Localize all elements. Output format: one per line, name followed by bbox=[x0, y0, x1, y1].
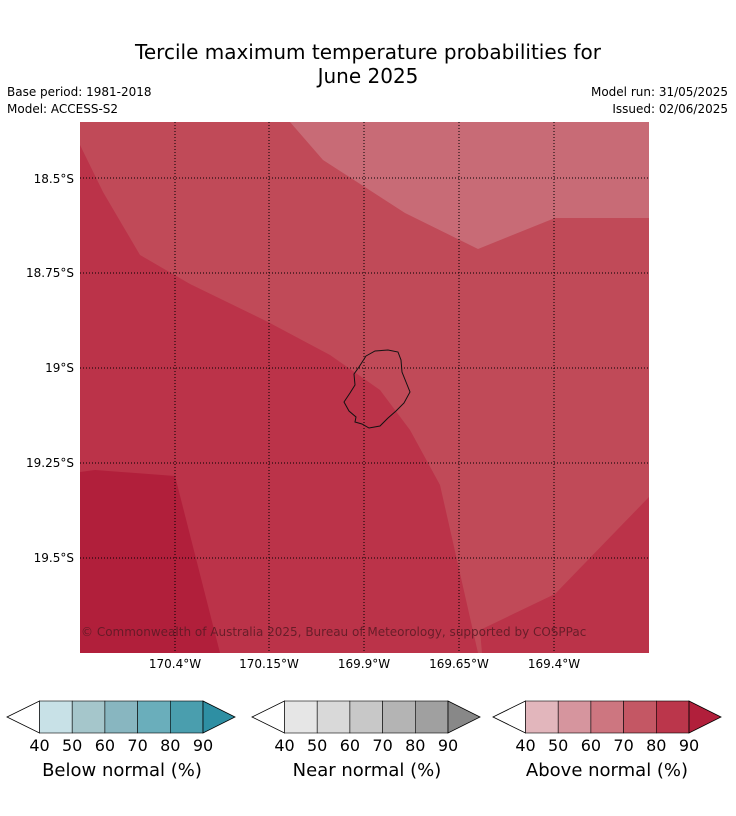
colorbar-tick-label: 50 bbox=[307, 736, 328, 755]
colorbar-tick-label: 70 bbox=[613, 736, 634, 755]
colorbar-tick-label: 70 bbox=[372, 736, 393, 755]
map-region-80-90-southeast bbox=[480, 497, 649, 653]
graticule bbox=[80, 122, 649, 653]
colorbar-extend-high bbox=[202, 700, 236, 734]
issued-date: Issued: 02/06/2025 bbox=[612, 102, 728, 116]
colorbar-tick-label: 60 bbox=[580, 736, 602, 755]
map-title-line2: June 2025 bbox=[317, 64, 419, 88]
colorbar-extend-low bbox=[6, 700, 40, 734]
copyright-notice: © Commonwealth of Australia 2025, Bureau… bbox=[81, 625, 587, 639]
colorbar-tick-label: 50 bbox=[62, 736, 83, 755]
colorbar-segment bbox=[590, 700, 624, 734]
lon-label-169-65: 169.65°W bbox=[429, 657, 489, 671]
colorbar-segment bbox=[170, 700, 204, 734]
colorbar-segment bbox=[415, 700, 449, 734]
colorbar-segment bbox=[382, 700, 416, 734]
colorbar-tick-label: 40 bbox=[515, 736, 536, 755]
near-normal-colorbar bbox=[251, 700, 481, 734]
colorbar-segment bbox=[557, 700, 592, 734]
colorbar-segment bbox=[349, 700, 383, 734]
colorbar-segment bbox=[104, 700, 138, 734]
lat-label-18-5: 18.5°S bbox=[33, 172, 74, 186]
colorbar-tick-label: 80 bbox=[405, 736, 426, 755]
colorbar-tick-label: 90 bbox=[437, 736, 459, 755]
above-normal-label: Above normal (%) bbox=[525, 760, 689, 781]
colorbar-extend-low bbox=[492, 700, 526, 734]
colorbar-segment bbox=[71, 700, 106, 734]
map-title-line1: Tercile maximum temperature probabilitie… bbox=[135, 40, 601, 64]
colorbar-extend-low bbox=[251, 700, 285, 734]
lat-label-19: 19°S bbox=[45, 361, 74, 375]
colorbar-tick-label: 60 bbox=[94, 736, 116, 755]
colorbar-tick-label: 80 bbox=[646, 736, 667, 755]
near-normal-label: Near normal (%) bbox=[292, 760, 442, 781]
lat-label-18-75: 18.75°S bbox=[26, 266, 74, 280]
colorbar-tick-label: 50 bbox=[548, 736, 569, 755]
colorbar-segment bbox=[137, 700, 171, 734]
colorbar-tick-label: 90 bbox=[192, 736, 214, 755]
island-coastline bbox=[343, 349, 411, 429]
colorbar-tick-label: 40 bbox=[274, 736, 295, 755]
lon-label-169-4: 169.4°W bbox=[527, 657, 581, 671]
colorbar-segment bbox=[284, 700, 318, 734]
colorbar-segment bbox=[39, 700, 73, 734]
base-period: Base period: 1981-2018 bbox=[7, 85, 152, 99]
lon-label-169-9: 169.9°W bbox=[337, 657, 391, 671]
colorbar-segment bbox=[623, 700, 657, 734]
lat-label-19-5: 19.5°S bbox=[33, 551, 74, 565]
lat-label-19-25: 19.25°S bbox=[26, 456, 74, 470]
colorbar-tick-label: 90 bbox=[678, 736, 700, 755]
model-run: Model run: 31/05/2025 bbox=[590, 85, 728, 99]
colorbar-tick-label: 70 bbox=[127, 736, 148, 755]
lon-label-170-15: 170.15°W bbox=[239, 657, 299, 671]
colorbar-tick-label: 40 bbox=[29, 736, 50, 755]
colorbar-segment bbox=[316, 700, 351, 734]
below-normal-colorbar bbox=[6, 700, 236, 734]
lon-label-170-4: 170.4°W bbox=[148, 657, 202, 671]
colorbar-segment bbox=[656, 700, 690, 734]
model-name: Model: ACCESS-S2 bbox=[7, 102, 119, 116]
colorbar-tick-label: 80 bbox=[160, 736, 181, 755]
colorbar-extend-high bbox=[688, 700, 722, 734]
below-normal-label: Below normal (%) bbox=[42, 760, 202, 781]
colorbar-segment bbox=[525, 700, 559, 734]
colorbar-tick-label: 60 bbox=[339, 736, 361, 755]
above-normal-colorbar bbox=[492, 700, 722, 734]
colorbar-extend-high bbox=[447, 700, 481, 734]
map-region-90 bbox=[80, 470, 220, 653]
map-region-60-70 bbox=[290, 122, 649, 249]
